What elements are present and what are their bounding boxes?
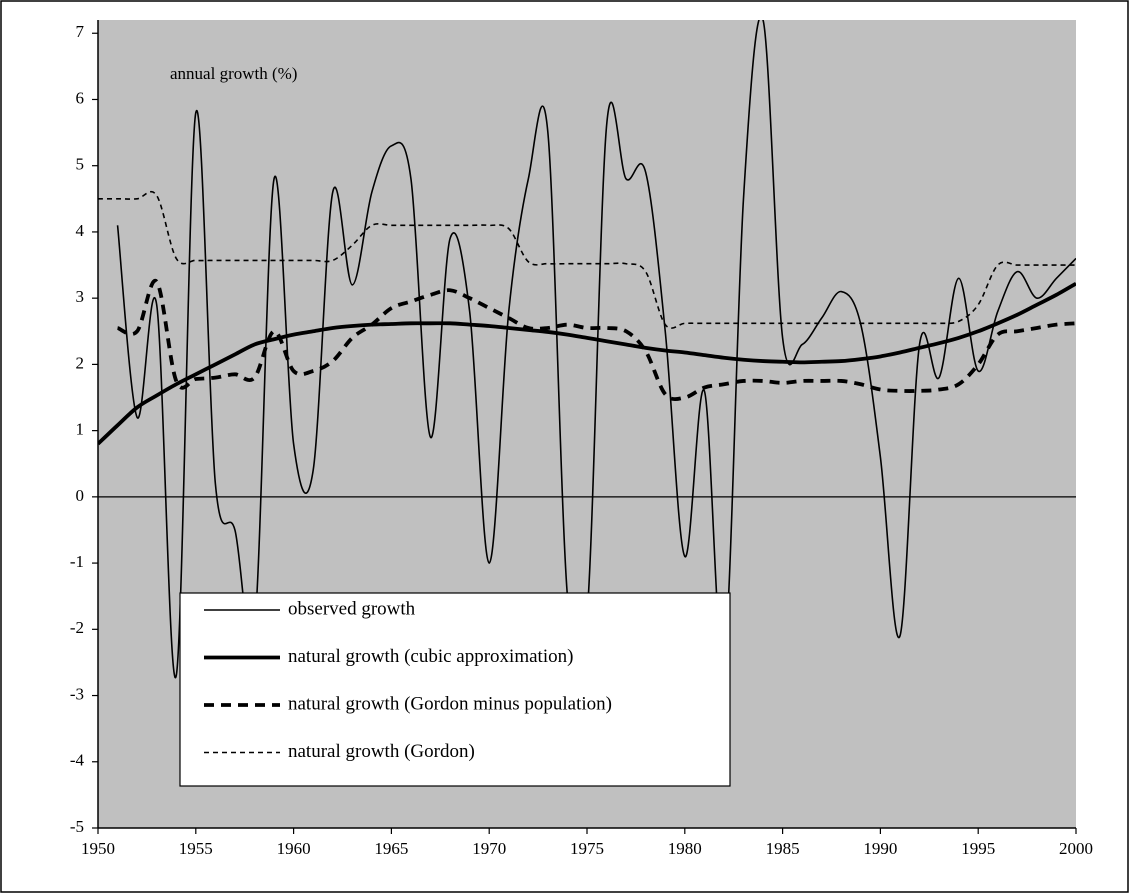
- y-tick-label: 5: [76, 155, 85, 174]
- x-tick-label: 2000: [1059, 839, 1093, 858]
- x-tick-label: 1985: [766, 839, 800, 858]
- x-tick-label: 1970: [472, 839, 506, 858]
- y-tick-label: -3: [70, 684, 84, 703]
- legend-label: natural growth (Gordon): [288, 741, 475, 762]
- x-tick-label: 1955: [179, 839, 213, 858]
- series-line: [98, 281, 1076, 446]
- y-tick-label: 7: [76, 22, 85, 41]
- x-tick-label: 1965: [374, 839, 408, 858]
- y-tick-label: -5: [70, 817, 84, 836]
- x-tick-label: 1950: [81, 839, 115, 858]
- y-tick-label: 3: [76, 287, 85, 306]
- x-tick-label: 1980: [668, 839, 702, 858]
- y-tick-label: -2: [70, 618, 84, 637]
- x-tick-label: 1990: [863, 839, 897, 858]
- y-tick-label: -4: [70, 751, 85, 770]
- series-line: [116, 278, 1076, 402]
- y-tick-label: 1: [76, 420, 85, 439]
- y-tick-label: 6: [76, 88, 85, 107]
- legend-label: natural growth (cubic approximation): [288, 646, 573, 667]
- annotation: annual growth (%): [170, 64, 297, 83]
- y-tick-label: 4: [76, 221, 85, 240]
- series-line: [98, 190, 1076, 329]
- y-tick-label: 0: [76, 486, 85, 505]
- y-tick-label: 2: [76, 353, 85, 372]
- x-tick-label: 1960: [277, 839, 311, 858]
- x-tick-label: 1975: [570, 839, 604, 858]
- y-tick-label: -1: [70, 552, 84, 571]
- legend-label: natural growth (Gordon minus population): [288, 693, 612, 714]
- legend-label: observed growth: [288, 598, 416, 619]
- x-tick-label: 1995: [961, 839, 995, 858]
- legend-box: [179, 592, 731, 787]
